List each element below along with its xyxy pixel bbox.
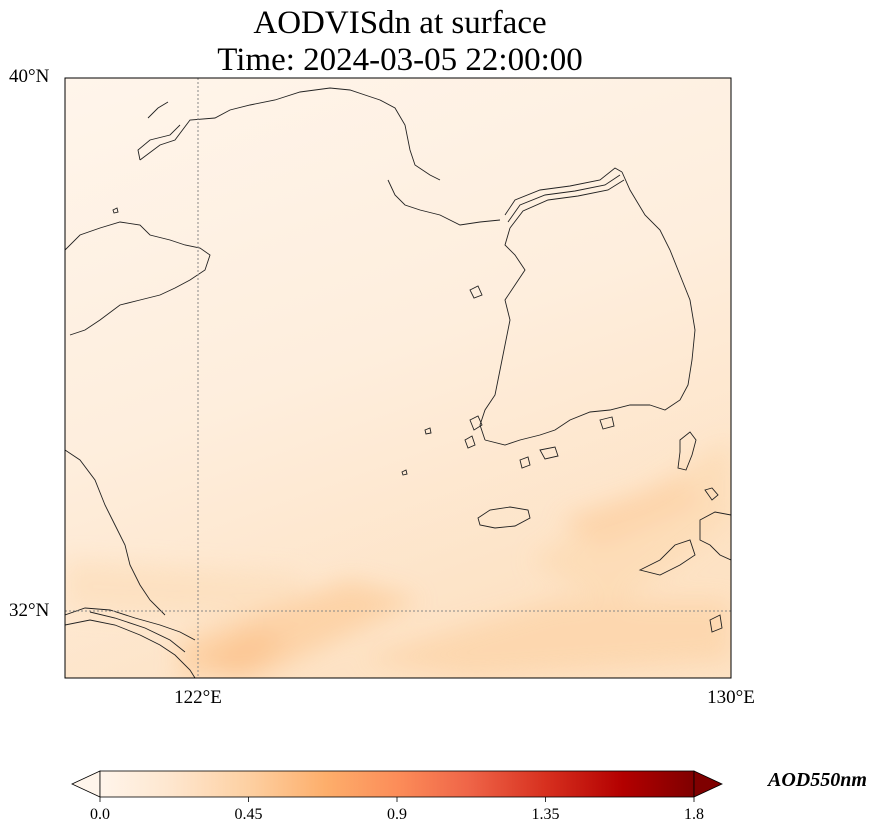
lon-label-122E: 122°E (174, 687, 222, 708)
colorbar-label: AOD550nm (768, 769, 867, 791)
colorbar-tick-label: 0.45 (234, 806, 263, 823)
coastlines (65, 87, 731, 678)
colorbar-extend-min (71, 770, 101, 798)
map-subtitle-time: Time: 2024-03-05 22:00:00 (217, 42, 583, 78)
lat-label-40N: 40°N (9, 66, 50, 87)
colorbar-tick-label: 0.9 (387, 806, 407, 823)
colorbar-tick-label: 1.35 (531, 806, 560, 823)
colorbar-ticks (99, 797, 695, 802)
colorbar (71, 770, 723, 802)
lon-label-130E: 130°E (707, 687, 755, 708)
aod-field (65, 78, 731, 678)
colorbar-ramp (99, 770, 695, 798)
map-frame (64, 77, 732, 679)
colorbar-tick-label: 0.0 (90, 806, 110, 823)
gridlines (65, 78, 731, 678)
lat-label-32N: 32°N (9, 600, 50, 621)
map-title: AODVISdn at surface (253, 5, 547, 41)
colorbar-extend-max (693, 770, 723, 798)
colorbar-tick-label: 1.8 (684, 806, 704, 823)
